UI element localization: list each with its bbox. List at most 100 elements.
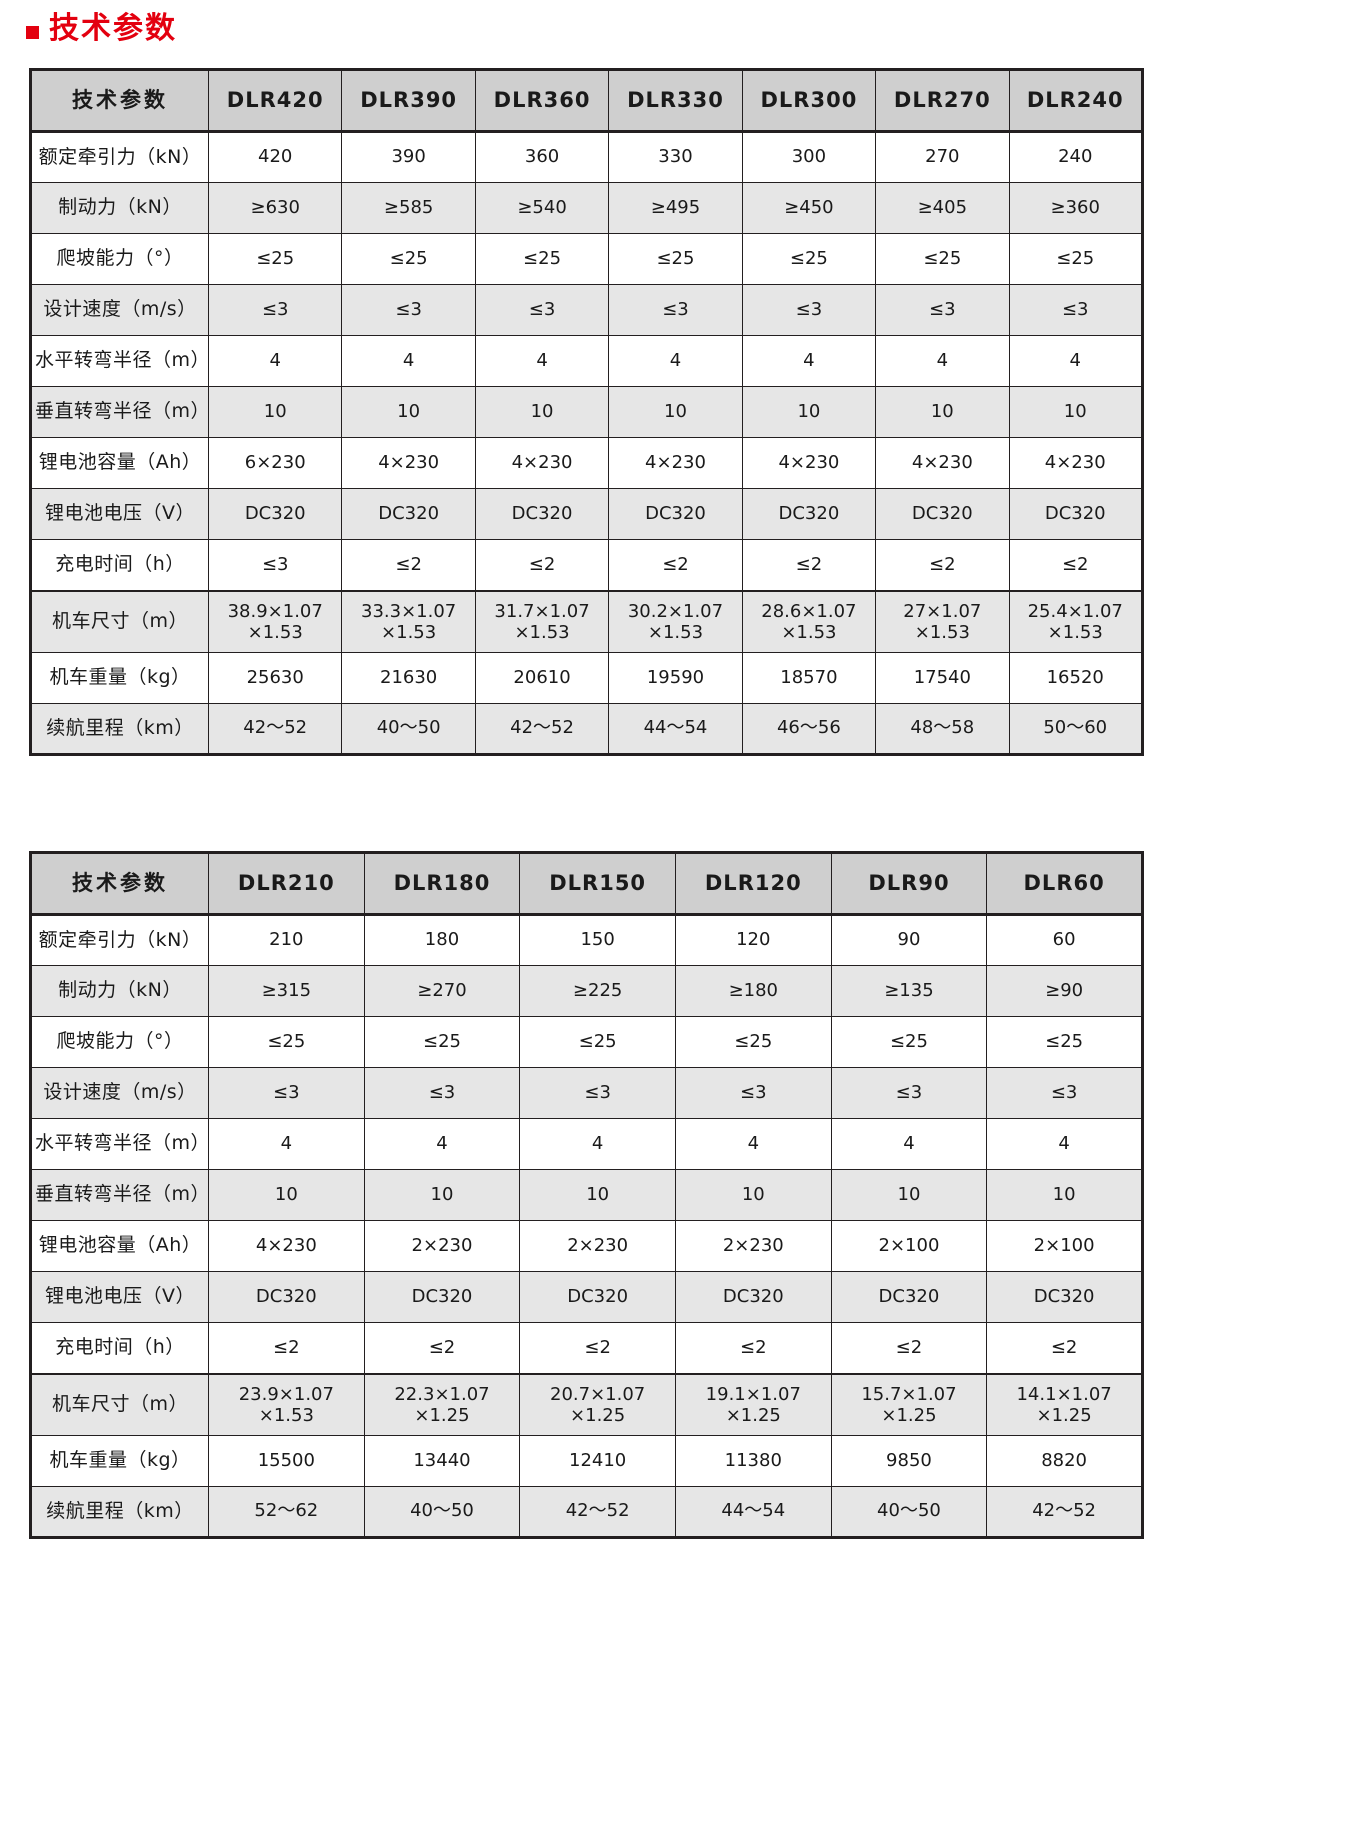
- table-row: 爬坡能力（°） ≤25 ≤25 ≤25 ≤25 ≤25 ≤25: [30, 1016, 1143, 1068]
- row-label: 垂直转弯半径（m）: [30, 386, 210, 438]
- cell-value: 4: [608, 335, 743, 387]
- cell-value: 21630: [341, 652, 476, 704]
- cell-value: 10: [875, 386, 1010, 438]
- table-row: 设计速度（m/s） ≤3 ≤3 ≤3 ≤3 ≤3 ≤3 ≤3: [30, 284, 1143, 336]
- cell-value-line-2: ×1.53: [247, 621, 303, 643]
- table-1-header-model-dlr300: DLR300: [741, 69, 877, 133]
- cell-value: 52～62: [208, 1486, 365, 1538]
- section-bullet-icon: [26, 25, 39, 39]
- table-1-body: 额定牵引力（kN） 420 390 360 330 300 270 240 制动力（kN） ≥63…: [30, 131, 1143, 755]
- row-label: 额定牵引力（kN）: [30, 131, 209, 183]
- cell-value-line-1: 22.3×1.07: [394, 1383, 490, 1405]
- table-row: 垂直转弯半径（m） 10 10 10 10 10 10: [30, 1169, 1143, 1221]
- cell-value: 10: [207, 386, 343, 438]
- cell-value: 27×1.07 ×1.53: [875, 589, 1010, 653]
- cell-value: 4: [208, 1118, 365, 1170]
- row-label: 充电时间（h）: [30, 1322, 209, 1374]
- cell-value: ≤25: [207, 233, 343, 285]
- cell-value: ≤25: [1008, 233, 1143, 285]
- row-label: 机车重量（kg）: [30, 1435, 209, 1487]
- row-label: 爬坡能力（°）: [30, 1016, 209, 1068]
- cell-value: 4: [363, 1118, 521, 1170]
- table-row: 机车尺寸（m） 38.9×1.07 ×1.53 33.3×1.07 ×1.53 31.7×…: [30, 589, 1143, 653]
- cell-value: 120: [674, 914, 832, 966]
- cell-value: 4: [519, 1118, 676, 1170]
- cell-value: 22.3×1.07 ×1.25: [363, 1372, 521, 1436]
- cell-value: 2×100: [830, 1220, 988, 1272]
- cell-value: ≤2: [363, 1322, 521, 1374]
- cell-value: 360: [474, 131, 610, 183]
- cell-value: 42～52: [519, 1486, 676, 1538]
- table-1-header-parameter: 技术参数: [30, 69, 209, 133]
- cell-value: 44～54: [608, 703, 743, 755]
- cell-value: 16520: [1008, 652, 1143, 704]
- cell-value: DC320: [741, 488, 877, 540]
- cell-value-line-2: ×1.53: [647, 621, 704, 643]
- table-row: 充电时间（h） ≤2 ≤2 ≤2 ≤2 ≤2 ≤2: [30, 1322, 1143, 1374]
- cell-value: 4×230: [208, 1220, 365, 1272]
- cell-value: ≤3: [207, 284, 343, 336]
- cell-value: DC320: [207, 488, 343, 540]
- cell-value: ≤3: [1008, 284, 1143, 336]
- table-2-header: 技术参数 DLR210 DLR180 DLR150 DLR120 DLR90 DLR60: [30, 852, 1143, 916]
- cell-value: DC320: [1008, 488, 1143, 540]
- table-1-header-model-dlr330: DLR330: [608, 69, 743, 133]
- cell-value: ≥540: [474, 182, 610, 234]
- table-row: 垂直转弯半径（m） 10 10 10 10 10 10 10: [30, 386, 1143, 438]
- cell-value-line-1: 25.4×1.07: [1027, 600, 1123, 622]
- cell-value: 20610: [474, 652, 610, 704]
- cell-value-line-1: 19.1×1.07: [705, 1383, 801, 1405]
- cell-value: ≤2: [1008, 539, 1143, 591]
- row-label: 机车尺寸（m）: [30, 1372, 209, 1436]
- spec-table-1: 技术参数 DLR420 DLR390 DLR360 DLR330 DLR300 DLR270…: [29, 68, 1144, 756]
- section-title: 技术参数: [49, 11, 177, 46]
- table-2-header-model-dlr120: DLR120: [674, 852, 832, 916]
- cell-value: 10: [341, 386, 476, 438]
- cell-value: 20.7×1.07 ×1.25: [519, 1372, 676, 1436]
- table-1-header-model-dlr240: DLR240: [1008, 69, 1143, 133]
- table-1-header-model-dlr270: DLR270: [875, 69, 1010, 133]
- table-row: 水平转弯半径（m） 4 4 4 4 4 4: [30, 1118, 1143, 1170]
- table-row: 制动力（kN） ≥315 ≥270 ≥225 ≥180 ≥135 ≥90: [30, 965, 1143, 1017]
- cell-value: ≤2: [674, 1322, 832, 1374]
- cell-value: ≤3: [341, 284, 476, 336]
- cell-value: ≤2: [986, 1322, 1143, 1374]
- cell-value: DC320: [519, 1271, 676, 1323]
- row-label: 设计速度（m/s）: [30, 284, 209, 336]
- cell-value: DC320: [830, 1271, 988, 1323]
- table-row: 锂电池容量（Ah） 4×230 2×230 2×230 2×230 2×100 2×100: [30, 1220, 1143, 1272]
- cell-value: 4×230: [341, 437, 476, 489]
- table-header-row: 技术参数 DLR210 DLR180 DLR150 DLR120 DLR90 DLR60: [30, 852, 1143, 916]
- cell-value: 180: [363, 914, 521, 966]
- cell-value-line-2: ×1.53: [258, 1404, 314, 1426]
- cell-value: DC320: [208, 1271, 365, 1323]
- cell-value: 4×230: [875, 437, 1010, 489]
- cell-value: ≤2: [208, 1322, 365, 1374]
- cell-value: ≤3: [674, 1067, 832, 1119]
- cell-value: 23.9×1.07 ×1.53: [208, 1372, 365, 1436]
- cell-value-line-1: 31.7×1.07: [494, 600, 590, 622]
- cell-value: ≥495: [608, 182, 743, 234]
- cell-value: 4: [875, 335, 1010, 387]
- cell-value: 4: [341, 335, 476, 387]
- cell-value: 4: [830, 1118, 988, 1170]
- cell-value: 42～52: [207, 703, 343, 755]
- table-row: 制动力（kN） ≥630 ≥585 ≥540 ≥495 ≥450 ≥405 ≥360: [30, 182, 1143, 234]
- cell-value: DC320: [363, 1271, 521, 1323]
- cell-value: ≤3: [519, 1067, 676, 1119]
- cell-value: 210: [208, 914, 365, 966]
- cell-value: ≤25: [875, 233, 1010, 285]
- row-label: 额定牵引力（kN）: [30, 914, 209, 966]
- row-label: 制动力（kN）: [30, 182, 209, 234]
- row-label: 锂电池电压（V）: [30, 488, 209, 540]
- row-label: 设计速度（m/s）: [30, 1067, 209, 1119]
- cell-value-line-1: 14.1×1.07: [1016, 1383, 1112, 1405]
- row-label: 锂电池容量（Ah）: [30, 437, 209, 489]
- cell-value: 10: [986, 1169, 1143, 1221]
- cell-value: ≥630: [207, 182, 343, 234]
- cell-value: ≤25: [208, 1016, 365, 1068]
- cell-value: 4: [986, 1118, 1143, 1170]
- cell-value: 10: [674, 1169, 832, 1221]
- cell-value: 6×230: [207, 437, 343, 489]
- cell-value: ≤2: [341, 539, 476, 591]
